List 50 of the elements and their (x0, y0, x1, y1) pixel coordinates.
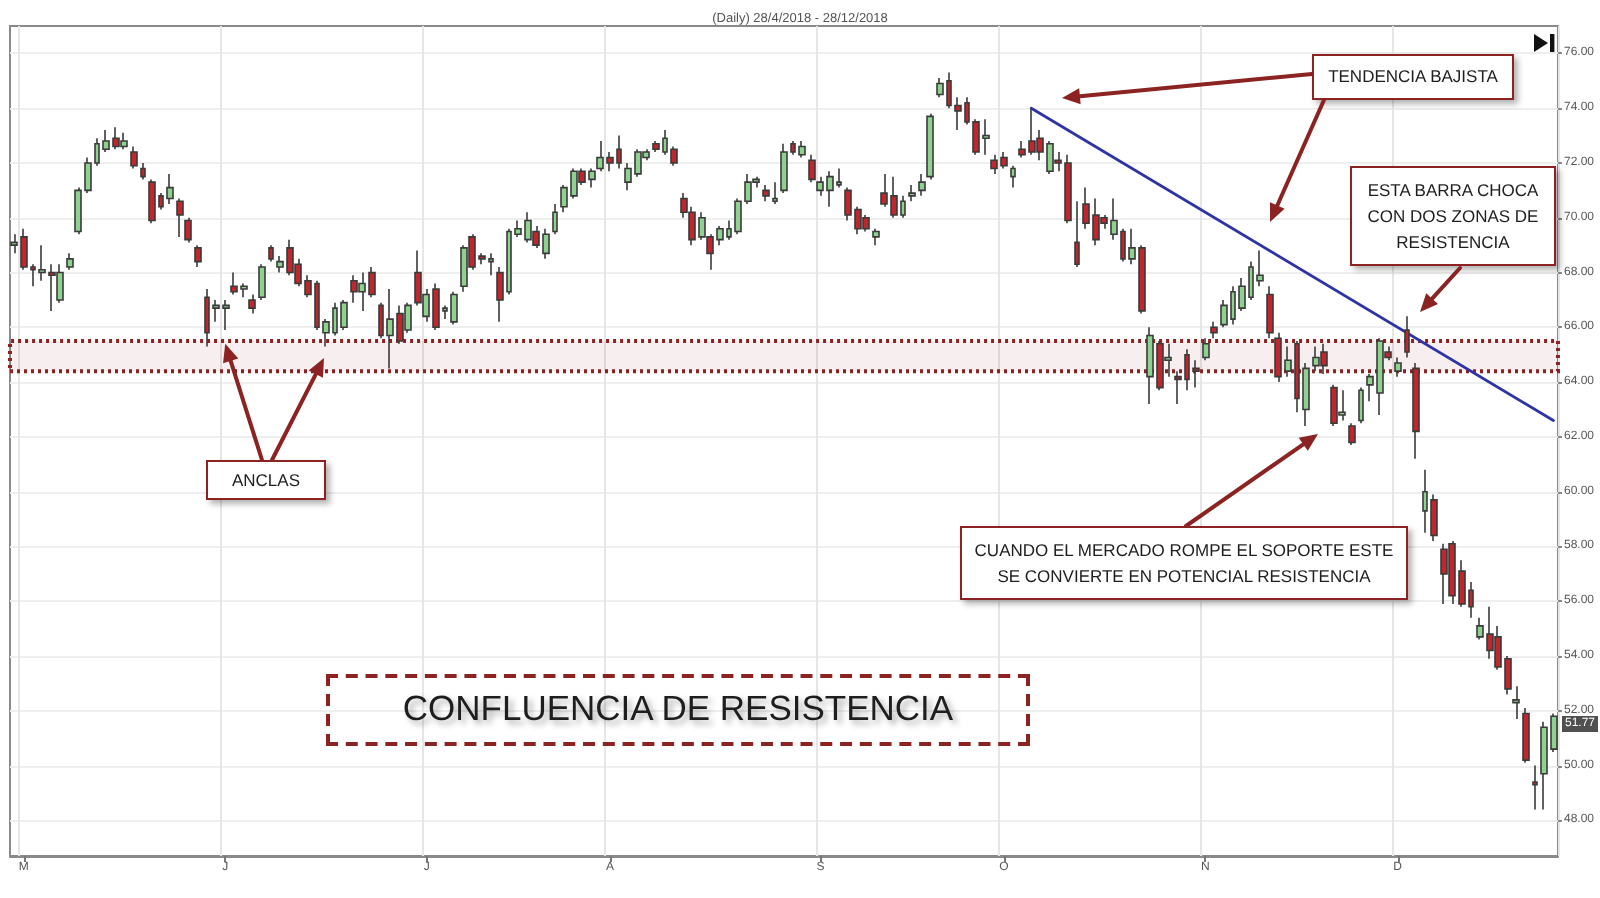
candlestick (1330, 384, 1338, 427)
candlestick (258, 263, 266, 301)
candlestick (908, 184, 916, 203)
annotation: CONFLUENCIA DE RESISTENCIA (326, 674, 1030, 746)
candlestick (1266, 285, 1274, 340)
candlestick (1394, 356, 1402, 378)
annotation: CUANDO EL MERCADO ROMPE EL SOPORTE ESTE SE CONVIERTE EN POTENCIAL RESISTENCIA (960, 526, 1408, 600)
candlestick (130, 145, 138, 170)
candlestick (762, 184, 770, 203)
candlestick (1202, 337, 1210, 361)
candlestick (56, 263, 64, 304)
candlestick (350, 274, 358, 304)
candlestick (1210, 321, 1218, 340)
annotation: TENDENCIA BAJISTA (1312, 54, 1514, 100)
candlestick (1312, 345, 1320, 372)
annotation: ESTA BARRA CHOCA CON DOS ZONAS DE RESISTENCIA (1350, 166, 1556, 266)
candlestick (148, 178, 156, 225)
candlestick (66, 252, 74, 271)
candlestick (1010, 164, 1016, 189)
candlestick (1358, 386, 1364, 424)
candlestick (862, 214, 870, 233)
candlestick (780, 142, 788, 194)
candlestick (194, 244, 202, 268)
candlestick (268, 244, 274, 263)
candlestick (184, 216, 192, 244)
candlestick (552, 203, 558, 235)
candlestick (1512, 685, 1520, 720)
candlestick (340, 299, 348, 331)
candlestick (248, 293, 256, 315)
candlestick (120, 132, 128, 151)
candlestick (918, 173, 926, 197)
candlestick (450, 290, 458, 326)
candlestick (798, 140, 806, 159)
candlestick (1440, 542, 1448, 605)
candlestick (872, 227, 880, 246)
annotation: ANCLAS (206, 460, 326, 500)
candlestick (1412, 362, 1420, 460)
candlestick (1320, 342, 1328, 375)
candlestick (1338, 389, 1346, 422)
candlestick (176, 197, 184, 238)
candlestick (1074, 200, 1080, 268)
candlestick (1522, 707, 1530, 764)
candlestick (1404, 315, 1410, 359)
candlestick (140, 162, 146, 181)
candlestick (772, 181, 778, 205)
candlestick (1532, 764, 1538, 811)
candlestick (926, 112, 934, 181)
candlestick (1348, 422, 1356, 446)
candlestick (808, 153, 816, 183)
candlestick (166, 173, 174, 205)
